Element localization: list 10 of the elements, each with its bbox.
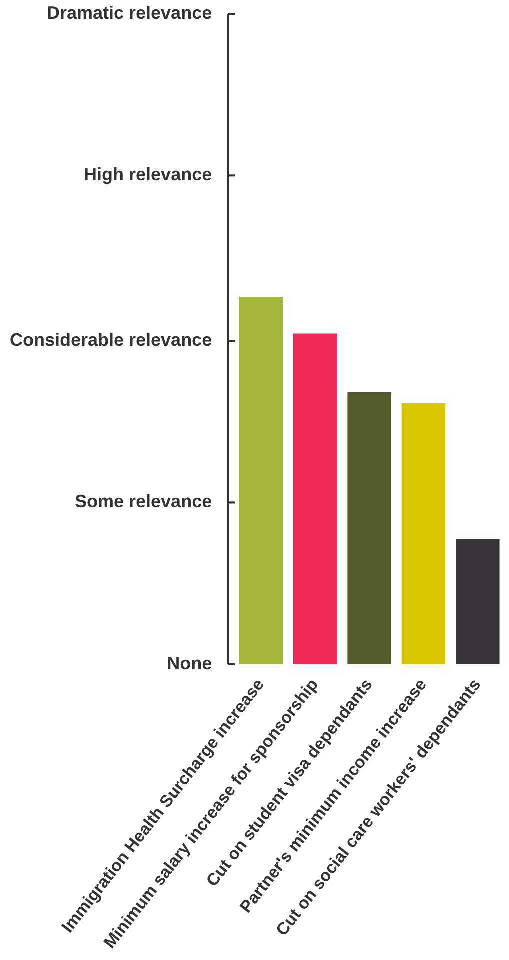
bar: [239, 296, 284, 664]
bar: [293, 334, 338, 664]
ref-line-label: High relevance: [84, 164, 212, 185]
bar: [348, 392, 392, 664]
ref-line-label: Some relevance: [75, 492, 212, 512]
ref-line-label: None: [167, 653, 212, 674]
bar: [402, 404, 446, 664]
ref-line-label: Dramatic relevance: [46, 2, 212, 23]
bar: [456, 539, 500, 664]
ref-line-label: Considerable relevance: [10, 330, 212, 350]
